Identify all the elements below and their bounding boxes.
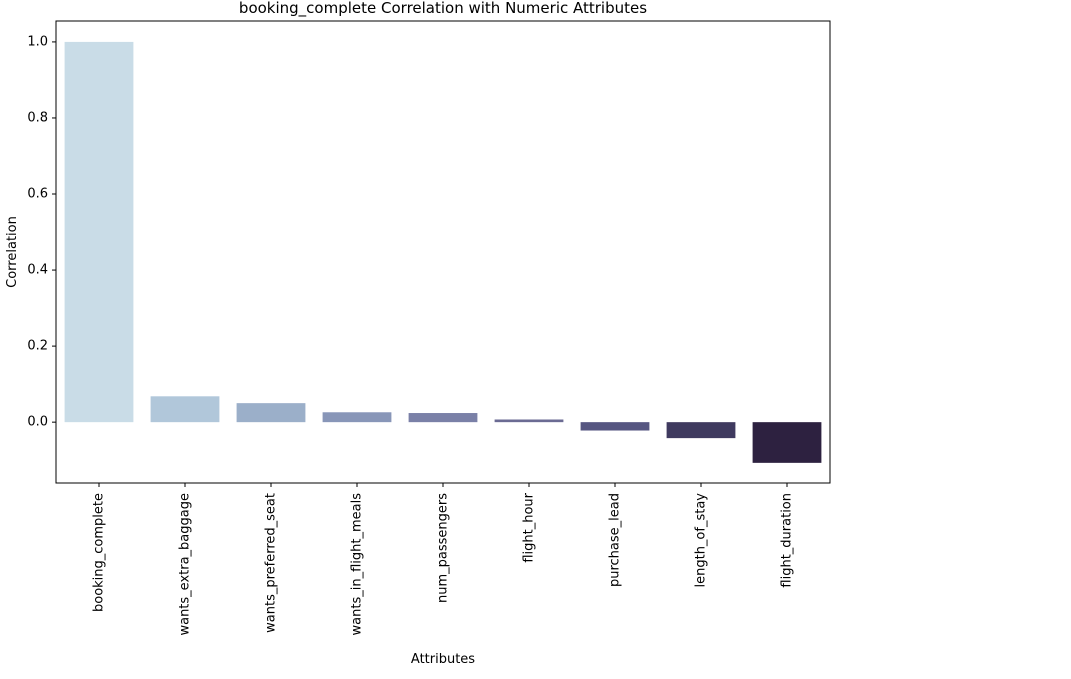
y-tick-label: 0.6 — [27, 187, 48, 202]
y-axis-label: Correlation — [5, 216, 20, 288]
x-tick-label: flight_hour — [522, 492, 537, 562]
bar-purchase_lead — [580, 422, 650, 431]
plot-frame — [55, 20, 831, 484]
bar-booking_complete — [64, 41, 134, 423]
bar-flight_hour — [494, 419, 564, 423]
x-axis-label: Attributes — [411, 652, 475, 667]
x-tick-label: num_passengers — [436, 493, 451, 603]
bar-wants_in_flight_meals — [322, 412, 392, 423]
x-tick-label: length_of_stay — [694, 493, 709, 588]
x-tick-label: flight_duration — [780, 493, 795, 588]
bar-num_passengers — [408, 413, 478, 423]
y-axis-ticks: 0.0 0.2 0.4 0.6 0.8 1.0 — [27, 34, 56, 430]
x-tick-label: wants_extra_baggage — [178, 493, 193, 636]
y-tick-label: 0.2 — [27, 339, 48, 354]
bar-length_of_stay — [666, 422, 736, 439]
x-tick-label: wants_preferred_seat — [264, 493, 279, 633]
y-tick-label: 0.8 — [27, 110, 48, 125]
bar-wants_extra_baggage — [150, 396, 220, 423]
x-tick-label: wants_in_flight_meals — [350, 493, 365, 636]
y-tick-label: 0.0 — [27, 415, 48, 430]
bars-group — [64, 41, 822, 463]
x-axis-ticks: booking_complete wants_extra_baggage wants… — [92, 483, 795, 636]
x-tick-label: purchase_lead — [608, 493, 623, 587]
bar-wants_preferred_seat — [236, 403, 306, 423]
chart-title: booking_complete Correlation with Numeri… — [239, 0, 647, 18]
y-tick-label: 0.4 — [27, 263, 48, 278]
y-tick-label: 1.0 — [27, 34, 48, 49]
x-tick-label: booking_complete — [92, 493, 107, 612]
bar-flight_duration — [752, 422, 822, 463]
